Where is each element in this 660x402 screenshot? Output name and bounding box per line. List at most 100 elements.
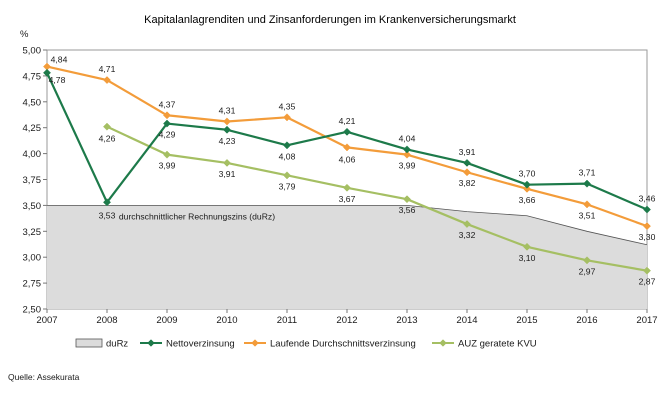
data-label: 3,70	[519, 169, 536, 179]
y-tick-label: 3,75	[23, 175, 42, 186]
data-label: 4,84	[51, 55, 68, 65]
data-label: 4,29	[159, 130, 176, 140]
data-point	[583, 179, 591, 188]
legend: duRz Nettoverzinsung Laufende Durchschnitt…	[75, 338, 537, 350]
data-point	[463, 220, 471, 229]
data-point	[403, 195, 411, 204]
data-point	[643, 205, 651, 214]
x-tick-label: 2013	[396, 315, 417, 326]
y-tick-label: 2,75	[23, 279, 42, 290]
x-tick-label: 2007	[36, 315, 57, 326]
y-axis-unit: %	[20, 29, 29, 40]
data-label: 3,91	[219, 169, 236, 179]
data-label: 4,78	[49, 75, 66, 85]
data-label: 3,99	[399, 161, 416, 171]
data-label: 4,08	[279, 151, 296, 161]
data-label: 3,82	[459, 178, 476, 188]
data-label: 3,91	[459, 147, 476, 157]
data-point	[463, 158, 471, 167]
x-tick-label: 2015	[516, 315, 537, 326]
data-point	[583, 200, 591, 209]
data-label: 3,66	[519, 195, 536, 205]
data-label: 4,71	[99, 64, 116, 74]
data-point	[103, 76, 111, 84]
data-point	[523, 184, 531, 193]
data-point	[103, 122, 111, 131]
data-label: 3,51	[579, 210, 596, 220]
y-tick-label: 4,75	[23, 71, 42, 82]
data-point	[643, 222, 651, 231]
data-point	[343, 127, 351, 136]
data-point	[583, 256, 591, 265]
series-line	[106, 125, 648, 272]
legend-marker	[439, 339, 447, 347]
area-durz	[47, 205, 647, 309]
data-label: 4,26	[99, 134, 116, 144]
data-label: 4,23	[219, 136, 236, 146]
data-label: 4,31	[219, 105, 236, 115]
data-label: 3,99	[159, 161, 176, 171]
y-tick-label: 3,50	[23, 201, 42, 212]
data-point	[223, 117, 231, 126]
data-point	[463, 168, 471, 177]
legend-label: Nettoverzinsung	[166, 339, 235, 350]
x-tick-label: 2017	[636, 315, 657, 326]
y-tick-label: 3,25	[23, 227, 42, 238]
x-tick-label: 2014	[456, 315, 477, 326]
data-label: 3,10	[519, 253, 536, 263]
data-point	[403, 145, 411, 154]
legend-marker	[251, 339, 259, 347]
data-label: 4,35	[279, 101, 296, 111]
y-tick-label: 3,00	[23, 253, 42, 264]
chart-title: Kapitalanlagrenditen und Zinsanforderung…	[144, 14, 516, 26]
data-point	[103, 198, 111, 207]
data-label: 3,46	[639, 194, 656, 204]
data-point	[343, 183, 351, 192]
y-tick-label: 4,25	[23, 123, 42, 134]
x-tick-label: 2011	[277, 315, 297, 326]
x-tick-label: 2010	[216, 315, 237, 326]
data-point	[163, 111, 171, 120]
area-durz-edge	[47, 205, 648, 246]
data-point	[523, 180, 531, 189]
data-label: 4,37	[159, 99, 176, 109]
data-point	[283, 171, 291, 180]
data-label: 3,30	[639, 232, 656, 242]
x-tick-label: 2012	[336, 315, 357, 326]
x-tick-label: 2008	[96, 315, 117, 326]
data-label: 3,67	[339, 194, 356, 204]
legend-label: AUZ geratete KVU	[458, 339, 537, 350]
legend-label: duRz	[106, 339, 128, 350]
data-point	[43, 68, 51, 77]
legend-marker	[147, 339, 155, 347]
data-point	[403, 150, 411, 159]
data-label: 4,06	[339, 154, 356, 164]
legend-swatch-durz	[75, 338, 103, 348]
data-point	[343, 143, 351, 152]
legend-label: Laufende Durchschnittsverzinsung	[270, 339, 416, 350]
source-note: Quelle: Assekurata	[8, 372, 80, 382]
data-point	[523, 242, 531, 251]
data-point	[223, 125, 231, 134]
data-label: 4,21	[339, 116, 356, 126]
data-label: 4,04	[399, 133, 416, 143]
x-tick-label: 2016	[576, 315, 597, 326]
data-label: 3,71	[579, 168, 596, 178]
data-label: 3,56	[399, 205, 416, 215]
data-point	[163, 150, 171, 159]
y-tick-label: 4,00	[23, 149, 42, 160]
data-point	[643, 266, 651, 275]
y-tick-label: 4,50	[23, 97, 42, 108]
area-annotation: durchschnittlicher Rechnungszins (duRz)	[119, 211, 275, 221]
data-label: 3,79	[279, 181, 296, 191]
data-point	[283, 113, 291, 122]
data-point	[163, 119, 171, 128]
plot-area: durchschnittlicher Rechnungszins (duRz) 2…	[23, 46, 658, 327]
data-point	[223, 158, 231, 167]
data-point	[283, 141, 291, 150]
data-label: 3,53	[99, 210, 116, 220]
x-tick-label: 2009	[156, 315, 177, 326]
data-label: 2,87	[639, 277, 656, 287]
y-tick-label: 2,50	[23, 305, 42, 316]
